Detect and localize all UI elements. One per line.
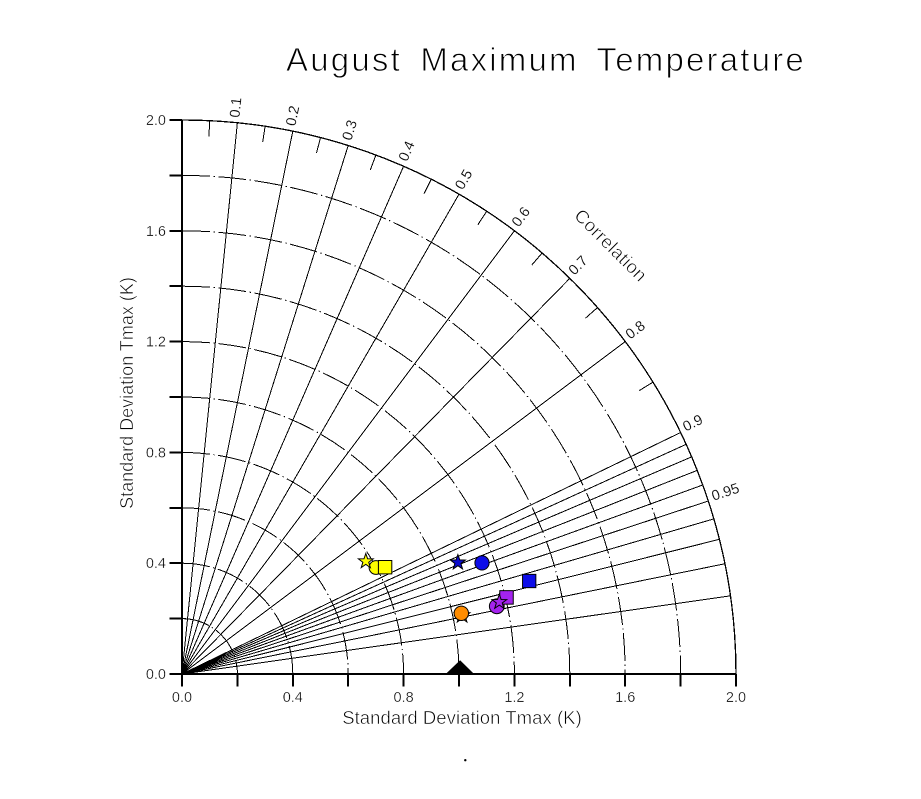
svg-text:0.6: 0.6 [509, 204, 534, 230]
svg-text:0.4: 0.4 [283, 690, 303, 706]
svg-text:Standard Deviation Tmax (K): Standard Deviation Tmax (K) [342, 707, 582, 728]
svg-text:0.3: 0.3 [340, 118, 361, 142]
svg-text:0.1: 0.1 [227, 97, 245, 119]
svg-text:0.4: 0.4 [146, 556, 166, 572]
svg-text:August Maximum Temperature: August Maximum Temperature [286, 41, 806, 78]
svg-text:2.0: 2.0 [146, 113, 166, 129]
svg-text:1.6: 1.6 [146, 224, 166, 240]
svg-text:0.7: 0.7 [566, 253, 592, 279]
svg-text:2.0: 2.0 [726, 690, 746, 706]
svg-text:Standard Deviation Tmax (K): Standard Deviation Tmax (K) [117, 277, 137, 509]
svg-text:0.8: 0.8 [394, 690, 414, 706]
svg-text:Correlation: Correlation [570, 205, 651, 286]
svg-text:1.6: 1.6 [615, 690, 635, 706]
svg-text:0.8: 0.8 [623, 318, 649, 343]
svg-text:0.0: 0.0 [172, 690, 192, 706]
svg-text:0.9: 0.9 [681, 412, 706, 435]
svg-text:1.2: 1.2 [504, 690, 524, 706]
svg-text:0.0: 0.0 [146, 667, 166, 683]
svg-text:1.2: 1.2 [146, 335, 166, 351]
svg-text:0.95: 0.95 [710, 481, 742, 505]
svg-text:0.8: 0.8 [146, 445, 166, 461]
svg-text:0.2: 0.2 [284, 104, 304, 127]
svg-text:0.4: 0.4 [396, 139, 419, 164]
svg-text:0.5: 0.5 [452, 167, 476, 192]
